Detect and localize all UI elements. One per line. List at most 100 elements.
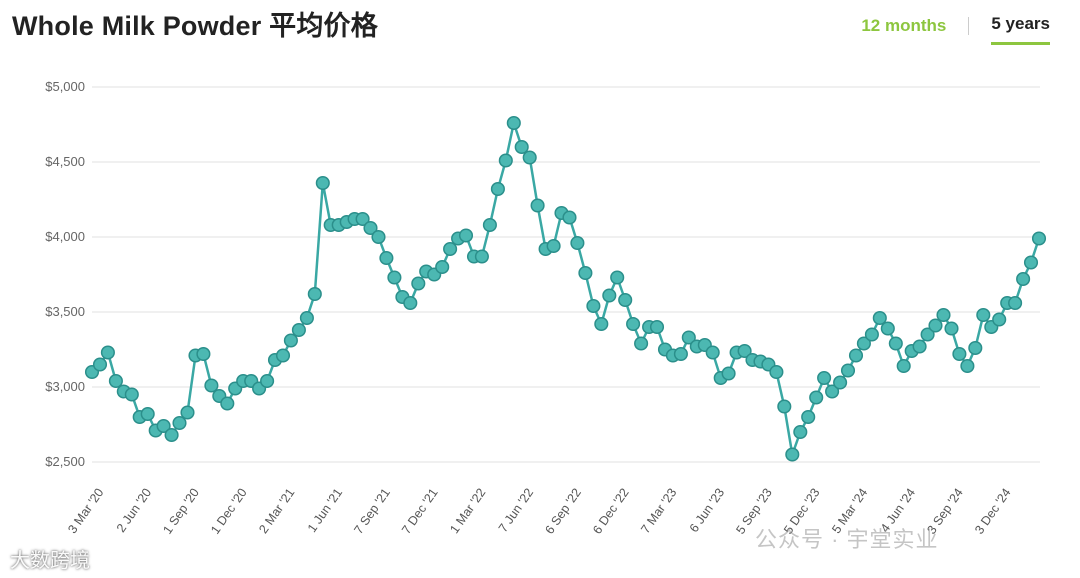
data-point[interactable]: [721, 366, 736, 381]
data-point[interactable]: [705, 345, 720, 360]
data-point[interactable]: [482, 217, 497, 233]
data-point[interactable]: [307, 286, 322, 302]
data-point[interactable]: [888, 336, 903, 351]
y-tick-label: $4,000: [45, 229, 85, 244]
data-point[interactable]: [490, 181, 505, 197]
data-point[interactable]: [363, 220, 378, 236]
data-point[interactable]: [1016, 271, 1031, 287]
data-point[interactable]: [498, 153, 513, 168]
x-tick-label: 3 Mar '20: [65, 486, 106, 536]
data-point[interactable]: [100, 345, 115, 360]
data-point[interactable]: [864, 327, 879, 342]
data-point[interactable]: [968, 340, 983, 356]
data-point[interactable]: [785, 447, 800, 462]
tab-12-months[interactable]: 12 months: [861, 15, 947, 35]
data-point[interactable]: [777, 399, 792, 414]
data-point[interactable]: [164, 427, 179, 443]
data-point[interactable]: [387, 270, 402, 285]
data-point[interactable]: [769, 364, 784, 380]
x-tick-label: 7 Sep '21: [351, 486, 393, 537]
data-point[interactable]: [880, 321, 895, 336]
data-point[interactable]: [817, 370, 832, 386]
data-point[interactable]: [992, 312, 1007, 327]
data-point[interactable]: [912, 339, 927, 354]
data-point[interactable]: [546, 238, 561, 254]
data-point[interactable]: [673, 346, 688, 362]
data-point[interactable]: [275, 348, 291, 363]
data-point[interactable]: [514, 139, 529, 155]
data-point[interactable]: [474, 249, 489, 264]
data-point[interactable]: [140, 406, 155, 422]
data-point[interactable]: [458, 228, 474, 243]
data-point[interactable]: [825, 384, 840, 399]
data-point[interactable]: [443, 241, 458, 257]
data-point[interactable]: [833, 375, 848, 390]
data-point[interactable]: [578, 265, 593, 281]
data-point[interactable]: [1023, 255, 1039, 270]
x-tick-label: 2 Jun '20: [114, 486, 154, 535]
data-point[interactable]: [315, 175, 330, 191]
data-point[interactable]: [594, 316, 609, 332]
data-point[interactable]: [960, 358, 975, 374]
data-point[interactable]: [156, 418, 171, 434]
data-point[interactable]: [840, 363, 856, 378]
data-point[interactable]: [634, 336, 649, 351]
data-point[interactable]: [379, 250, 394, 266]
data-point[interactable]: [872, 310, 887, 326]
data-point[interactable]: [801, 409, 816, 425]
data-point[interactable]: [180, 405, 195, 420]
data-point[interactable]: [204, 378, 219, 393]
data-point[interactable]: [896, 358, 911, 374]
data-point[interactable]: [649, 319, 665, 335]
x-tick-label: 6 Sep '22: [542, 486, 584, 537]
data-point[interactable]: [586, 298, 601, 314]
data-point[interactable]: [196, 346, 211, 362]
data-point[interactable]: [610, 270, 625, 285]
data-point[interactable]: [283, 333, 298, 348]
data-point[interactable]: [220, 396, 235, 411]
range-tabs: 12 months 5 years: [861, 14, 1050, 45]
data-point[interactable]: [403, 295, 418, 311]
data-point[interactable]: [172, 415, 187, 431]
data-point[interactable]: [506, 115, 521, 131]
data-point[interactable]: [291, 322, 306, 338]
data-point[interactable]: [92, 357, 108, 372]
data-point[interactable]: [618, 292, 633, 308]
data-point[interactable]: [530, 198, 545, 213]
data-point[interactable]: [952, 346, 967, 362]
data-point[interactable]: [1008, 295, 1023, 311]
data-point[interactable]: [299, 310, 314, 326]
data-point[interactable]: [737, 343, 752, 359]
data-point[interactable]: [570, 235, 585, 251]
data-point[interactable]: [124, 387, 139, 402]
data-point[interactable]: [260, 373, 275, 389]
x-tick-label: 7 Mar '23: [638, 486, 679, 536]
data-point[interactable]: [976, 307, 991, 323]
x-tick-label: 1 Jun '21: [305, 486, 345, 535]
x-tick-label: 6 Dec '22: [590, 486, 632, 537]
data-point[interactable]: [793, 424, 808, 440]
data-point[interactable]: [355, 211, 370, 227]
x-tick-label: 3 Dec '24: [972, 486, 1014, 537]
data-point[interactable]: [1031, 231, 1047, 246]
data-point[interactable]: [681, 330, 696, 345]
data-point[interactable]: [936, 307, 951, 323]
tab-5-years[interactable]: 5 years: [991, 14, 1050, 45]
data-point[interactable]: [602, 288, 617, 303]
data-point[interactable]: [411, 276, 426, 291]
data-point[interactable]: [848, 348, 864, 363]
data-point[interactable]: [435, 259, 450, 275]
data-point[interactable]: [626, 316, 641, 332]
y-tick-label: $5,000: [45, 79, 85, 94]
data-point[interactable]: [944, 321, 959, 336]
x-tick-label: 1 Sep '20: [160, 486, 202, 537]
data-point[interactable]: [920, 327, 935, 342]
data-point[interactable]: [856, 336, 871, 351]
data-point[interactable]: [562, 210, 577, 225]
data-point[interactable]: [522, 150, 537, 165]
data-point[interactable]: [108, 373, 123, 389]
data-point[interactable]: [928, 318, 943, 333]
x-tick-label: 1 Dec '20: [208, 486, 250, 537]
data-point[interactable]: [371, 229, 386, 245]
data-point[interactable]: [809, 390, 824, 405]
